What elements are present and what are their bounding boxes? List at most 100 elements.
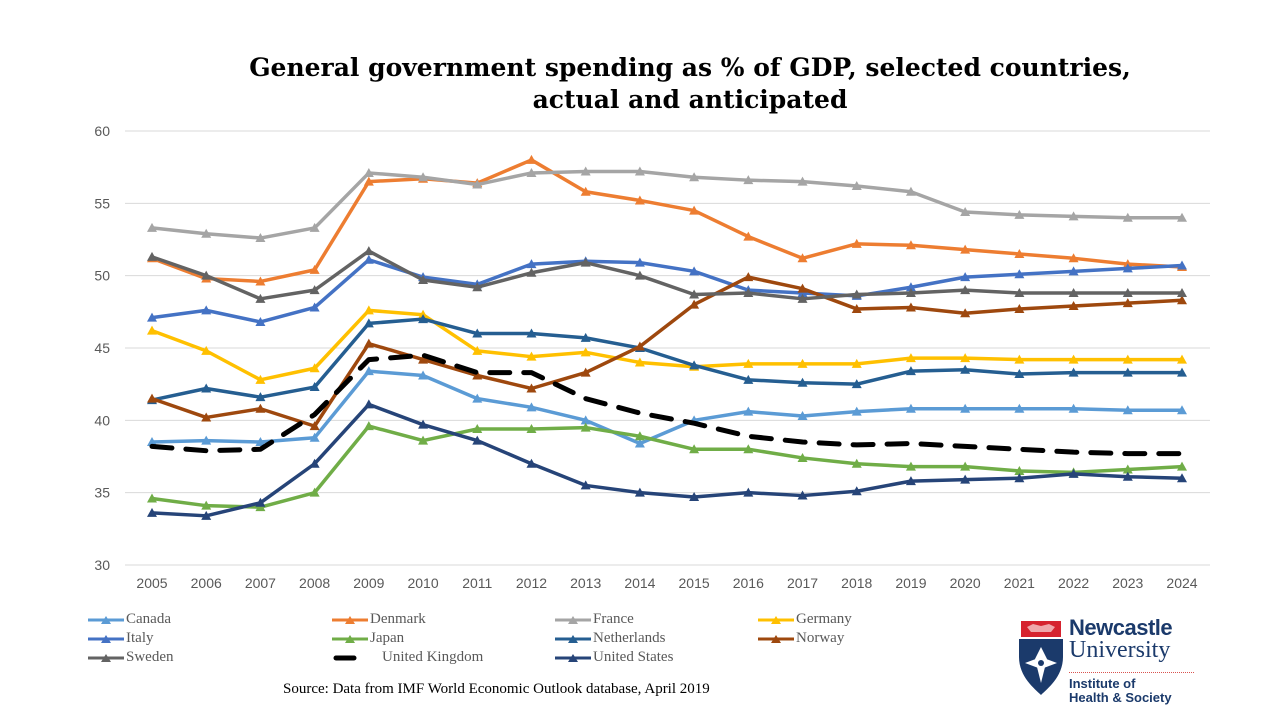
data-point-marker xyxy=(363,421,374,431)
data-point-marker xyxy=(851,458,862,468)
legend-swatch xyxy=(332,634,368,643)
legend-label: United Kingdom xyxy=(382,649,484,665)
data-point-marker xyxy=(1122,405,1133,415)
data-point-marker xyxy=(472,393,483,403)
data-point-marker xyxy=(1068,301,1079,311)
series-line xyxy=(151,369,1182,446)
data-point-marker xyxy=(1014,288,1025,298)
data-point-marker xyxy=(1122,288,1133,298)
series-united-states xyxy=(147,399,1187,520)
data-point-marker xyxy=(960,403,971,413)
data-point-marker xyxy=(1177,354,1187,364)
data-point-marker xyxy=(201,510,212,520)
data-point-marker xyxy=(960,364,971,374)
data-point-marker xyxy=(797,253,808,263)
legend-label: Netherlands xyxy=(593,630,666,646)
data-point-marker xyxy=(201,228,212,238)
y-tick-label: 45 xyxy=(94,340,110,356)
series-line xyxy=(151,249,1182,301)
data-point-marker xyxy=(580,367,591,377)
logo-wordmark-newcastle: Newcastle xyxy=(1069,615,1173,640)
data-point-marker xyxy=(1122,471,1133,481)
y-tick-label: 40 xyxy=(94,412,110,428)
series-united-kingdom xyxy=(149,352,1185,457)
data-point-marker xyxy=(743,272,754,282)
data-point-marker xyxy=(634,166,645,176)
data-point-marker xyxy=(418,172,429,182)
y-tick-label: 55 xyxy=(94,195,110,211)
data-point-marker xyxy=(851,289,862,299)
x-tick-label: 2020 xyxy=(950,575,981,591)
data-point-marker xyxy=(1122,464,1133,474)
data-point-marker xyxy=(634,270,645,280)
legend-swatch xyxy=(555,615,591,624)
data-point-marker xyxy=(363,176,374,186)
legend-label: Canada xyxy=(126,611,171,627)
data-point-marker xyxy=(363,167,374,177)
x-tick-label: 2021 xyxy=(1004,575,1035,591)
data-point-marker xyxy=(580,347,591,357)
data-point-marker xyxy=(960,461,971,471)
data-point-marker xyxy=(201,435,212,445)
data-point-marker xyxy=(1014,354,1025,364)
data-point-marker xyxy=(905,366,916,376)
data-point-marker xyxy=(526,328,537,338)
legend-swatch xyxy=(758,634,794,643)
data-point-marker xyxy=(147,222,157,232)
legend-item-norway: Norway xyxy=(758,629,844,648)
x-tick-label: 2005 xyxy=(136,575,167,591)
x-tick-label: 2023 xyxy=(1112,575,1143,591)
x-tick-label: 2016 xyxy=(733,575,764,591)
legend-swatch xyxy=(88,634,124,643)
data-point-marker xyxy=(905,240,916,250)
data-point-marker xyxy=(255,293,266,303)
data-point-marker xyxy=(472,345,483,355)
data-point-marker xyxy=(689,492,700,502)
legend-label: United States xyxy=(593,649,674,665)
data-point-marker xyxy=(1014,269,1025,279)
legend-label: Japan xyxy=(370,630,405,646)
data-point-marker xyxy=(905,282,916,292)
legend-item-netherlands: Netherlands xyxy=(555,629,665,648)
x-tick-label: 2012 xyxy=(516,575,547,591)
data-point-marker xyxy=(1177,288,1187,298)
data-point-marker xyxy=(1177,473,1187,483)
y-axis-ticks: 30 35 40 45 50 55 60 xyxy=(94,123,110,573)
data-point-marker xyxy=(255,497,266,507)
legend-item-canada: Canada xyxy=(88,610,171,629)
data-point-marker xyxy=(1122,263,1133,273)
data-point-marker xyxy=(472,424,483,434)
data-point-marker xyxy=(960,474,971,484)
legend-swatch xyxy=(88,653,124,662)
data-point-marker xyxy=(1014,209,1025,219)
data-point-marker xyxy=(309,458,320,468)
data-point-marker xyxy=(689,266,700,276)
data-point-marker xyxy=(1177,212,1187,222)
data-point-marker xyxy=(743,406,754,416)
data-point-marker xyxy=(580,480,591,490)
data-point-marker xyxy=(363,338,374,348)
data-point-marker xyxy=(363,399,374,409)
data-point-marker xyxy=(1014,403,1025,413)
data-point-marker xyxy=(1014,303,1025,313)
chart-title-line-2: actual and anticipated xyxy=(532,85,848,114)
data-point-marker xyxy=(363,305,374,315)
legend-swatch xyxy=(555,653,591,662)
data-point-marker xyxy=(147,507,157,517)
data-point-marker xyxy=(797,358,808,368)
data-point-marker xyxy=(689,444,700,454)
x-tick-label: 2007 xyxy=(245,575,276,591)
data-point-marker xyxy=(689,172,700,182)
data-point-marker xyxy=(147,437,157,447)
data-point-marker xyxy=(363,254,374,264)
data-point-marker xyxy=(689,360,700,370)
x-tick-label: 2024 xyxy=(1166,575,1197,591)
data-point-marker xyxy=(797,377,808,387)
data-point-marker xyxy=(201,500,212,510)
legend-swatch xyxy=(555,634,591,643)
legend-label: Denmark xyxy=(370,611,426,627)
data-point-marker xyxy=(526,458,537,468)
legend-label: Germany xyxy=(796,611,852,627)
data-point-marker xyxy=(1177,461,1187,471)
